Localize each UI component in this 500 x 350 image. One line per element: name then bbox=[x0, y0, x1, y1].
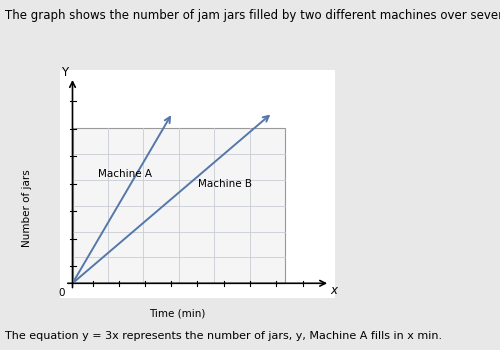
Text: Machine B: Machine B bbox=[198, 178, 252, 189]
Text: 0: 0 bbox=[58, 288, 64, 298]
Text: x: x bbox=[330, 284, 337, 297]
Text: Time (min): Time (min) bbox=[150, 309, 206, 319]
Text: Y: Y bbox=[62, 66, 68, 79]
Bar bbox=[72, 128, 285, 283]
Text: The graph shows the number of jam jars filled by two different machines over sev: The graph shows the number of jam jars f… bbox=[5, 9, 500, 22]
Text: The equation y = 3x represents the number of jars, y, Machine A fills in x min.: The equation y = 3x represents the numbe… bbox=[5, 331, 442, 341]
Text: Number of jars: Number of jars bbox=[22, 169, 32, 246]
Text: Machine A: Machine A bbox=[98, 169, 152, 178]
